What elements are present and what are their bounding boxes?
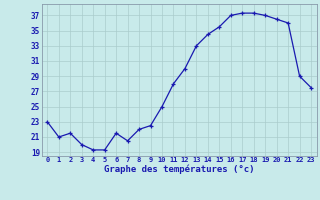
X-axis label: Graphe des températures (°c): Graphe des températures (°c) [104, 165, 254, 174]
